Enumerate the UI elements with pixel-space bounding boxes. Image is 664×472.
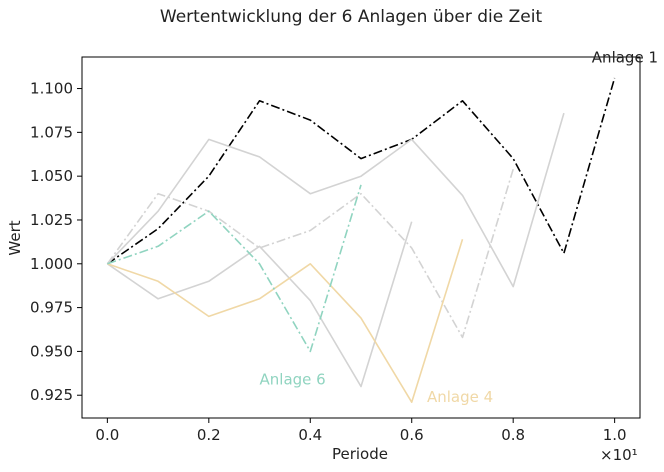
x-tick-label: 0.0 bbox=[95, 426, 119, 444]
x-tick-label: 0.6 bbox=[400, 426, 424, 444]
x-axis-label: Periode bbox=[332, 445, 388, 463]
series-line-4 bbox=[106, 221, 413, 388]
x-tick-label: 0.4 bbox=[298, 426, 322, 444]
series-line-5 bbox=[107, 239, 464, 404]
series-layer bbox=[106, 77, 616, 404]
y-tick-label: 1.050 bbox=[30, 167, 73, 185]
y-tick-label: 0.925 bbox=[30, 386, 73, 404]
x-axis: 0.0 0.2 0.4 0.6 0.8 1.0 bbox=[95, 418, 627, 444]
y-tick-label: 1.025 bbox=[30, 211, 73, 229]
y-tick-label: 0.975 bbox=[30, 299, 73, 317]
y-tick-label: 1.000 bbox=[30, 255, 73, 273]
series-line-6 bbox=[107, 184, 362, 353]
x-axis-scale-note: ×10¹ bbox=[600, 446, 638, 464]
x-tick-label: 0.8 bbox=[501, 426, 525, 444]
chart-title: Wertentwicklung der 6 Anlagen über die Z… bbox=[160, 7, 543, 27]
annotation-layer: Anlage 1 Anlage 6 Anlage 4 bbox=[260, 48, 658, 406]
y-tick-label: 1.100 bbox=[30, 80, 73, 98]
series-line-2 bbox=[106, 112, 565, 288]
y-tick-label: 0.950 bbox=[30, 342, 73, 360]
y-tick-label: 1.075 bbox=[30, 123, 73, 141]
y-axis: 0.925 0.950 0.975 1.000 1.025 1.050 1.075 1.100 bbox=[30, 80, 82, 404]
y-axis-label: Wert bbox=[6, 220, 24, 255]
plot-frame bbox=[81, 56, 641, 419]
x-tick-label: 1.0 bbox=[603, 426, 627, 444]
x-tick-label: 0.2 bbox=[197, 426, 221, 444]
series-label-annotation: Anlage 6 bbox=[260, 371, 326, 389]
series-label-annotation: Anlage 4 bbox=[427, 388, 493, 406]
series-line-1 bbox=[106, 77, 616, 265]
series-label-annotation: Anlage 1 bbox=[592, 48, 658, 66]
series-line-3 bbox=[106, 168, 514, 339]
